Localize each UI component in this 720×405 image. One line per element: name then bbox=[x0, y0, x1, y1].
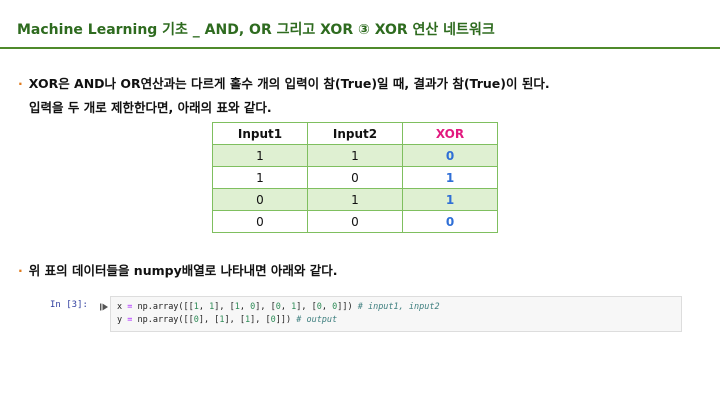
header-xor: XOR bbox=[402, 122, 498, 145]
table-row: 0 1 1 bbox=[212, 188, 498, 211]
header-input2: Input2 bbox=[307, 122, 403, 145]
paragraph-2: · 위 표의 데이터들을 numpy배열로 나타내면 아래와 같다. bbox=[18, 260, 338, 279]
table-cell-output: 0 bbox=[402, 144, 498, 167]
header-input1: Input1 bbox=[212, 122, 308, 145]
bullet-icon: · bbox=[18, 263, 23, 278]
table-header-row: Input1 Input2 XOR bbox=[212, 122, 498, 145]
title-divider bbox=[0, 47, 720, 49]
code-line-1: x = np.array([[1, 1], [1, 0], [0, 1], [0… bbox=[117, 302, 440, 312]
code-cell-input[interactable]: x = np.array([[1, 1], [1, 0], [0, 1], [0… bbox=[110, 296, 682, 332]
table-cell: 0 bbox=[212, 188, 308, 211]
table-cell-output: 0 bbox=[402, 210, 498, 233]
table-cell-output: 1 bbox=[402, 166, 498, 189]
table-cell: 0 bbox=[212, 210, 308, 233]
paragraph-1-text: XOR은 AND나 OR연산과는 다르게 홀수 개의 입력이 참(True)일 … bbox=[28, 76, 550, 91]
table-cell: 1 bbox=[212, 166, 308, 189]
page-title: Machine Learning 기초 _ AND, OR 그리고 XOR ③ … bbox=[17, 22, 495, 38]
table-cell: 1 bbox=[212, 144, 308, 167]
table-cell: 1 bbox=[307, 188, 403, 211]
xor-truth-table: Input1 Input2 XOR 1 1 0 1 0 1 0 1 1 0 0 … bbox=[212, 122, 498, 233]
paragraph-1-line-2: 입력을 두 개로 제한한다면, 아래의 표와 같다. bbox=[29, 100, 272, 115]
table-cell: 0 bbox=[307, 166, 403, 189]
table-cell: 0 bbox=[307, 210, 403, 233]
paragraph-2-text: 위 표의 데이터들을 numpy배열로 나타내면 아래와 같다. bbox=[28, 263, 338, 278]
table-cell-output: 1 bbox=[402, 188, 498, 211]
code-line-2: y = np.array([[0], [1], [1], [0]]) # out… bbox=[117, 315, 338, 325]
table-row: 1 0 1 bbox=[212, 166, 498, 189]
paragraph-1-line-1: · XOR은 AND나 OR연산과는 다르게 홀수 개의 입력이 참(True)일… bbox=[18, 73, 550, 92]
table-cell: 1 bbox=[307, 144, 403, 167]
bullet-icon: · bbox=[18, 76, 23, 91]
table-row: 1 1 0 bbox=[212, 144, 498, 167]
table-row: 0 0 0 bbox=[212, 210, 498, 233]
run-cell-icon[interactable] bbox=[99, 302, 109, 312]
cell-prompt: In [3]: bbox=[50, 300, 88, 310]
